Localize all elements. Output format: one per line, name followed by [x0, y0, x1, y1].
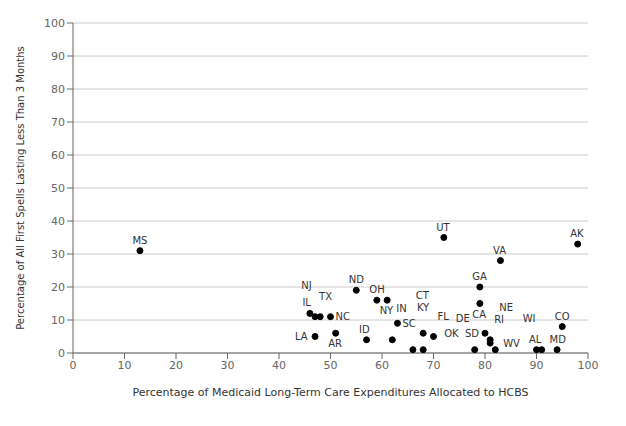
svg-text:SC: SC — [402, 318, 415, 329]
svg-text:80: 80 — [51, 83, 65, 96]
svg-text:100: 100 — [578, 359, 599, 372]
svg-text:90: 90 — [51, 50, 65, 63]
svg-text:10: 10 — [118, 359, 132, 372]
svg-text:CA: CA — [472, 309, 486, 320]
svg-text:KY: KY — [417, 302, 430, 313]
svg-text:TX: TX — [318, 291, 332, 302]
svg-text:AR: AR — [328, 338, 342, 349]
svg-text:CO: CO — [555, 311, 570, 322]
svg-text:Percentage of Medicaid Long-Te: Percentage of Medicaid Long-Term Care Ex… — [132, 386, 528, 399]
svg-text:100: 100 — [44, 17, 65, 30]
svg-text:Percentage of All First Spells: Percentage of All First Spells Lasting L… — [15, 46, 26, 330]
svg-text:NJ: NJ — [301, 280, 311, 291]
svg-text:30: 30 — [221, 359, 235, 372]
svg-text:30: 30 — [51, 248, 65, 261]
svg-text:WV: WV — [503, 338, 520, 349]
svg-text:OH: OH — [369, 284, 384, 295]
svg-text:0: 0 — [70, 359, 77, 372]
svg-text:40: 40 — [272, 359, 286, 372]
svg-text:AK: AK — [570, 228, 584, 239]
svg-text:OK: OK — [444, 328, 459, 339]
svg-text:40: 40 — [51, 215, 65, 228]
svg-text:RI: RI — [494, 314, 504, 325]
svg-text:IL: IL — [302, 297, 311, 308]
svg-text:FL: FL — [438, 311, 450, 322]
svg-text:UT: UT — [436, 222, 450, 233]
svg-text:SD: SD — [465, 328, 479, 339]
svg-text:90: 90 — [530, 359, 544, 372]
svg-text:NC: NC — [336, 311, 350, 322]
svg-text:10: 10 — [51, 314, 65, 327]
svg-text:50: 50 — [51, 182, 65, 195]
svg-text:20: 20 — [51, 281, 65, 294]
svg-text:AL: AL — [529, 334, 542, 345]
svg-text:ND: ND — [349, 274, 364, 285]
svg-text:NY: NY — [380, 305, 394, 316]
svg-text:DE: DE — [456, 313, 470, 324]
svg-text:70: 70 — [427, 359, 441, 372]
svg-text:VA: VA — [493, 245, 506, 256]
svg-text:80: 80 — [478, 359, 492, 372]
svg-text:WI: WI — [523, 313, 536, 324]
svg-text:60: 60 — [51, 149, 65, 162]
svg-text:LA: LA — [295, 331, 308, 342]
svg-text:GA: GA — [472, 271, 487, 282]
svg-text:CT: CT — [416, 290, 430, 301]
svg-text:NE: NE — [499, 302, 513, 313]
svg-text:MS: MS — [132, 235, 147, 246]
svg-text:ID: ID — [359, 324, 370, 335]
svg-text:IN: IN — [396, 303, 406, 314]
svg-text:70: 70 — [51, 116, 65, 129]
svg-text:0: 0 — [58, 347, 65, 360]
svg-text:20: 20 — [169, 359, 183, 372]
svg-text:MD: MD — [550, 334, 567, 345]
svg-text:60: 60 — [375, 359, 389, 372]
svg-text:50: 50 — [324, 359, 338, 372]
